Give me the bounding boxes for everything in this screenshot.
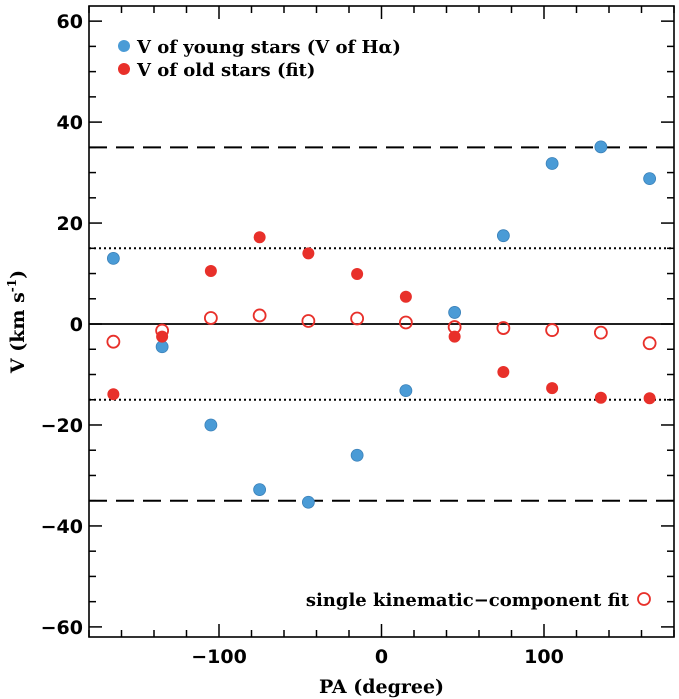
young-star-point xyxy=(545,157,559,170)
old-star-point xyxy=(448,330,461,343)
y-tick-label: 60 xyxy=(57,11,83,33)
single-fit-point xyxy=(496,321,511,335)
tick-labels: −100 0 100 −60 −40 −20 0 20 40 60 xyxy=(41,11,564,668)
legend-marker-young xyxy=(118,40,130,52)
young-star-point xyxy=(399,384,413,398)
old-star-point xyxy=(204,265,217,278)
single-fit-point xyxy=(447,320,462,334)
data-points xyxy=(106,140,657,509)
x-tick-label: 0 xyxy=(375,646,388,668)
reference-lines xyxy=(89,146,674,502)
legend-marker-old xyxy=(118,63,130,75)
old-star-point xyxy=(302,247,315,260)
young-star-point xyxy=(204,418,218,432)
single-fit-point xyxy=(545,323,560,337)
y-tick-label: 0 xyxy=(70,314,83,336)
legend-label-young: V of young stars (V of Hα) xyxy=(136,37,401,58)
single-fit-point xyxy=(155,323,170,338)
y-tick-label: −20 xyxy=(41,415,83,437)
young-star-point xyxy=(253,483,267,496)
single-fit-point xyxy=(252,308,267,323)
old-star-point xyxy=(594,391,607,404)
single-fit-point xyxy=(593,325,608,340)
y-tick-label: −40 xyxy=(41,516,83,538)
old-star-point xyxy=(399,290,412,303)
old-star-point xyxy=(107,388,120,401)
single-fit-point xyxy=(350,311,365,326)
single-fit-point xyxy=(203,311,218,325)
old-star-point xyxy=(497,365,510,378)
young-star-point xyxy=(594,140,608,154)
single-fit-point xyxy=(106,334,121,349)
old-star-point xyxy=(351,268,364,281)
old-star-point xyxy=(643,392,656,405)
young-star-point xyxy=(496,229,510,243)
y-tick-label: 20 xyxy=(57,213,83,235)
x-axis-title: PA (degree) xyxy=(319,676,444,698)
y-axis-title: V (km s-1) xyxy=(5,270,29,374)
x-tick-label: −100 xyxy=(191,646,247,668)
young-star-point xyxy=(448,306,462,319)
legend-label-single-fit: single kinematic−component fit xyxy=(306,590,630,611)
axis-ticks xyxy=(88,6,675,637)
old-star-point xyxy=(253,231,266,244)
x-tick-label: 100 xyxy=(524,646,564,668)
young-star-point xyxy=(301,495,315,509)
plot-frame xyxy=(88,5,675,638)
single-fit-point xyxy=(301,314,316,328)
young-star-point xyxy=(350,448,364,462)
legend-marker-single-fit xyxy=(637,592,651,606)
legend: V of young stars (V of Hα) V of old star… xyxy=(118,37,651,611)
single-fit-point xyxy=(398,315,413,330)
young-star-point xyxy=(106,251,120,265)
y-tick-label: 40 xyxy=(57,112,83,134)
single-fit-point xyxy=(642,336,657,351)
young-star-point xyxy=(643,172,657,186)
y-tick-label: −60 xyxy=(41,617,83,639)
legend-label-old: V of old stars (fit) xyxy=(136,60,315,81)
old-star-point xyxy=(546,382,559,395)
